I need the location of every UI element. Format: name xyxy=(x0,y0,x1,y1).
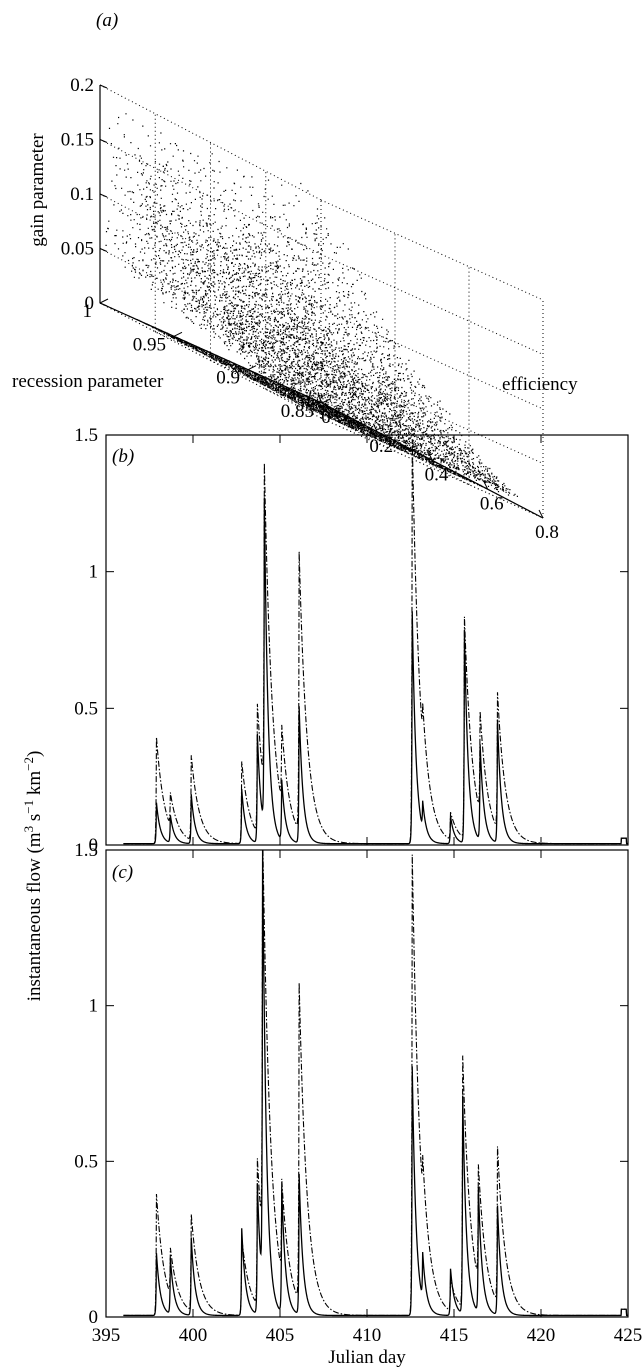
y-tick-label: 1 xyxy=(89,996,99,1017)
y-tick-label: 1 xyxy=(89,562,99,583)
panel-c-label: (c) xyxy=(112,862,133,883)
grid-line xyxy=(265,388,488,490)
series-solid xyxy=(123,497,628,845)
efficiency-tick-label: 0 xyxy=(321,407,331,428)
panel-b-y-ticks: 0 0.5 1 1.5 xyxy=(74,425,628,856)
recession-axis-label: recession parameter xyxy=(12,371,164,392)
y-tick-label: 0.5 xyxy=(74,698,98,719)
recession-tick-label: 0.9 xyxy=(216,368,240,389)
gain-tick xyxy=(99,302,108,307)
gain-tick xyxy=(99,139,108,143)
efficiency-tick xyxy=(428,452,433,461)
efficiency-tick xyxy=(483,481,489,490)
gain-tick xyxy=(99,248,108,252)
panel-c-series xyxy=(123,848,628,1317)
y-tick-label: 0.5 xyxy=(74,1151,98,1172)
gain-tick-label: 0.05 xyxy=(61,239,94,260)
series-dashdot xyxy=(123,848,628,1316)
grid-line xyxy=(155,331,378,433)
panel-c-frame xyxy=(105,849,629,1318)
recession-tick xyxy=(321,398,331,404)
panel-c-y-ticks: 0 0.5 1 1.5 xyxy=(74,840,628,1328)
grid-line xyxy=(320,254,544,355)
grid-line xyxy=(99,139,322,255)
series-dashdot xyxy=(123,439,628,845)
y-tick-label: 1.5 xyxy=(74,425,98,446)
gain-tick xyxy=(99,193,108,198)
panel-b-series xyxy=(123,439,628,845)
y-axis-label: instantaneous flow (m3 s−1 km−2) xyxy=(21,751,45,1002)
x-tick-label: 410 xyxy=(353,1325,382,1346)
gain-axis-ticks: 0 0.05 0.1 0.15 0.2 xyxy=(61,75,108,314)
grid-line xyxy=(99,193,322,310)
x-tick-label: 395 xyxy=(92,1325,121,1346)
efficiency-axis-ticks: 0 0.2 0.4 0.6 0.8 xyxy=(317,394,559,543)
grid-line xyxy=(99,302,322,419)
y-tick-label: 0 xyxy=(89,835,99,856)
grid-line xyxy=(99,84,322,201)
y-tick-label: 1.5 xyxy=(74,840,98,861)
efficiency-tick xyxy=(317,394,323,404)
scatter-points xyxy=(105,113,518,497)
panel-b-flow-plot: (b) 0 0.5 1 1.5 xyxy=(74,425,629,856)
gain-tick xyxy=(99,84,108,89)
series-solid xyxy=(123,849,628,1317)
x-axis-label: Julian day xyxy=(328,1347,406,1368)
x-tick-label: 420 xyxy=(527,1325,556,1346)
y-tick-label: 0 xyxy=(89,1307,99,1328)
recession-tick-label: 0.95 xyxy=(133,334,166,355)
panel-c-x-ticks: 395 400 405 410 415 420 425 xyxy=(92,850,642,1346)
gain-axis-label: gain parameter xyxy=(27,133,48,247)
panel-a-3d-scatter: (a) 00.050.10.150.2 gain parameter 0.850… xyxy=(12,10,578,543)
efficiency-tick-label: 0.4 xyxy=(425,465,449,486)
panel-b-x-ticks xyxy=(105,435,629,845)
efficiency-tick xyxy=(372,423,378,432)
recession-tick-label: 0.85 xyxy=(281,401,314,422)
x-tick-label: 415 xyxy=(440,1325,469,1346)
efficiency-tick-label: 0.8 xyxy=(535,522,559,543)
efficiency-axis-label: efficiency xyxy=(502,374,578,395)
efficiency-tick-label: 0.6 xyxy=(480,493,504,514)
gain-tick-label: 0.2 xyxy=(70,75,94,96)
panel-b-label: (b) xyxy=(112,446,134,467)
recession-axis-ticks: 0.85 0.9 0.95 1 xyxy=(83,298,331,422)
panel-a-label: (a) xyxy=(96,10,118,31)
panel-c-flow-plot: (c) 0 0.5 1 1.5 395 400 405 410 415 420 425 Julia… xyxy=(74,840,642,1368)
efficiency-tick-label: 0.2 xyxy=(369,436,393,457)
panel-a-grid xyxy=(99,84,544,519)
x-tick-label: 425 xyxy=(614,1325,642,1346)
x-tick-label: 400 xyxy=(179,1325,208,1346)
gain-tick-label: 0.15 xyxy=(61,130,94,151)
efficiency-tick xyxy=(538,509,544,519)
gain-tick-label: 0.1 xyxy=(70,184,94,205)
recession-tick xyxy=(173,331,183,337)
recession-tick xyxy=(99,298,109,304)
gain-tick-label: 0 xyxy=(85,293,95,314)
grid-line xyxy=(320,199,544,301)
panel-b-frame xyxy=(105,434,629,846)
recession-tick-label: 1 xyxy=(83,301,93,322)
recession-tick xyxy=(247,365,257,371)
panel-a-points xyxy=(105,113,518,497)
grid-line xyxy=(320,363,544,464)
grid-line xyxy=(99,248,322,364)
x-tick-label: 405 xyxy=(266,1325,295,1346)
